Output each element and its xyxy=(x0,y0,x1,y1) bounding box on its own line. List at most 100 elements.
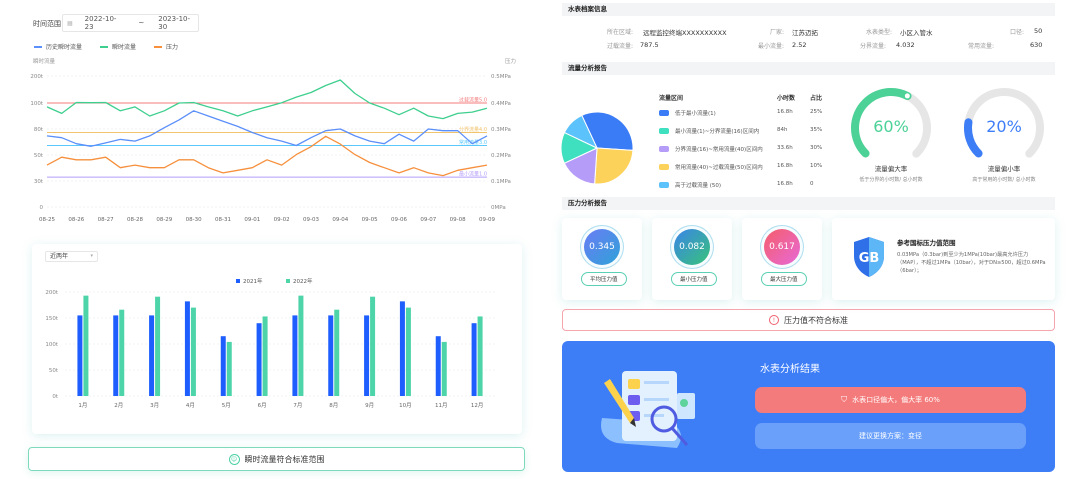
bar-2022年-11月[interactable] xyxy=(441,341,447,396)
y-left-tick: 0 xyxy=(40,205,44,211)
bar-2022年-5月[interactable] xyxy=(226,341,232,396)
bar-2022年-3月[interactable] xyxy=(155,296,161,396)
x-tick: 08-30 xyxy=(186,217,202,223)
flow-ratio: 10% xyxy=(810,163,823,169)
x-tick: 08-28 xyxy=(127,217,143,223)
info-value: 630 xyxy=(1030,41,1043,49)
flow-report-header: 流量分析报告 xyxy=(562,62,1055,75)
legend-label: 瞬时流量 xyxy=(112,44,137,51)
legend-label[interactable]: 2022年 xyxy=(293,277,313,285)
time-range-label: 时间范围 xyxy=(33,20,61,28)
bar-2022年-2月[interactable] xyxy=(119,309,125,396)
bar-2021年-4月[interactable] xyxy=(184,301,190,396)
result-suggestion[interactable]: 建议更换方案：变径 xyxy=(755,423,1026,449)
x-tick: 09-04 xyxy=(332,217,348,223)
pressure-stat-label: 最小压力值 xyxy=(671,272,717,286)
chevron-down-icon: ▾ xyxy=(90,253,93,259)
bar-2022年-9月[interactable] xyxy=(370,296,376,396)
pressure-stat-label: 平均压力值 xyxy=(581,272,627,286)
flow-ratio: 25% xyxy=(810,109,823,115)
result-warning-text: 水表口径偏大，偏大率 60% xyxy=(852,396,940,404)
legend-pressure[interactable]: 压力 xyxy=(154,42,178,51)
x-tick: 6月 xyxy=(258,402,267,409)
start-date[interactable]: 2022-10-23 xyxy=(84,15,117,31)
legend-label[interactable]: 2021年 xyxy=(243,277,263,285)
info-label: 过载流量: xyxy=(607,43,634,50)
gauge-subtitle: 低于分界的小时数/ 总小时数 xyxy=(859,177,923,183)
bar-2022年-7月[interactable] xyxy=(298,295,304,396)
pressure-stat-card: 0.082 最小压力值 xyxy=(652,218,732,300)
info-value: 小区入管水 xyxy=(900,29,933,37)
col-ratio: 占比 xyxy=(810,95,823,102)
flow-ratio: 0 xyxy=(810,181,814,187)
y-right-tick: 0.5MPa xyxy=(491,74,511,80)
threshold-label: 常用流量3.0 xyxy=(459,139,487,146)
y-tick: 100t xyxy=(45,342,58,348)
bar-2021年-2月[interactable] xyxy=(113,315,119,396)
info-label: 最小流量: xyxy=(758,43,785,50)
threshold-label: 分界流量4.0 xyxy=(459,126,487,133)
y-left-tick: 100t xyxy=(30,101,43,107)
bar-2021年-1月[interactable] xyxy=(77,315,83,396)
bar-2021年-9月[interactable] xyxy=(364,315,370,396)
flow-hours: 16.8h xyxy=(777,109,793,115)
flow-pressure-line-chart: 瞬时流量 压力 0 0MPa 30t 0.1MPa 50t 0.2MPa 80t 0.3MPa 10… xyxy=(30,57,516,223)
end-date[interactable]: 2023-10-30 xyxy=(158,15,191,31)
pie-slice[interactable] xyxy=(594,147,634,185)
col-range: 流量区间 xyxy=(659,95,684,102)
flow-range: 常用流量(40)~过载流量(50)区间内 xyxy=(675,165,763,171)
x-tick: 3月 xyxy=(150,402,159,409)
x-tick: 5月 xyxy=(222,402,231,409)
reference-card: GB 参考国标压力值范围 0.03MPa（0.3bar)到至少为1MPa(10b… xyxy=(832,218,1055,300)
legend-history[interactable]: 历史瞬时流量 xyxy=(34,42,82,51)
x-tick: 09-07 xyxy=(420,217,436,223)
bar-2021年-12月[interactable] xyxy=(471,323,477,396)
bar-2021年-5月[interactable] xyxy=(220,336,226,396)
pressure-alert-text: 压力值不符合标准 xyxy=(784,315,848,325)
bar-2022年-10月[interactable] xyxy=(405,307,411,396)
x-tick: 11月 xyxy=(435,402,448,409)
flow-hours: 84h xyxy=(777,127,788,133)
date-separator: ~ xyxy=(138,19,145,27)
bar-2021年-3月[interactable] xyxy=(149,315,155,396)
x-tick: 12月 xyxy=(471,402,484,409)
x-tick: 9月 xyxy=(365,402,374,409)
period-select[interactable]: 近两年 ▾ xyxy=(45,251,98,262)
flow-ratio: 35% xyxy=(810,127,823,133)
pressure-value-orb: 0.617 xyxy=(764,229,800,265)
legend-swatch xyxy=(236,279,240,283)
bar-2022年-1月[interactable] xyxy=(83,295,89,396)
flow-range: 分界流量(16)~常用流量(40)区间内 xyxy=(675,147,763,153)
y-right-tick: 0.3MPa xyxy=(491,127,511,133)
pressure-report-header: 压力分析报告 xyxy=(562,197,1055,210)
bar-2021年-7月[interactable] xyxy=(292,315,298,396)
pie-slice[interactable] xyxy=(563,114,599,150)
bar-2021年-10月[interactable] xyxy=(399,301,405,396)
bar-2022年-12月[interactable] xyxy=(477,316,483,396)
flow-hours: 16.8h xyxy=(777,181,793,187)
date-range-picker[interactable]: ▦ 2022-10-23 ~ 2023-10-30 xyxy=(62,14,199,32)
x-tick: 2月 xyxy=(114,402,123,409)
x-tick: 09-05 xyxy=(362,217,378,223)
y-tick: 50t xyxy=(49,368,59,374)
period-select-value: 近两年 xyxy=(50,253,69,260)
bar-2022年-6月[interactable] xyxy=(262,316,268,396)
reference-title: 参考国标压力值范围 xyxy=(897,239,956,247)
y-tick: 0t xyxy=(52,394,58,400)
x-tick: 1月 xyxy=(78,402,87,409)
y-right-tick: 0.2MPa xyxy=(491,153,511,159)
bar-2022年-8月[interactable] xyxy=(334,309,340,396)
bar-2021年-11月[interactable] xyxy=(435,336,441,396)
y-left-label: 瞬时流量 xyxy=(33,57,56,65)
result-card: 水表分析结果 ⛉ 水表口径偏大，偏大率 60% 建议更换方案：变径 xyxy=(562,341,1055,472)
bar-2021年-8月[interactable] xyxy=(328,315,334,396)
y-right-tick: 0.4MPa xyxy=(491,101,511,107)
y-tick: 150t xyxy=(45,316,58,322)
line-legend: 历史瞬时流量 瞬时流量 压力 xyxy=(34,42,178,51)
info-label: 所在区域: xyxy=(607,29,634,36)
legend-flow[interactable]: 瞬时流量 xyxy=(100,42,136,51)
bar-2021年-6月[interactable] xyxy=(256,323,262,396)
bar-2022年-4月[interactable] xyxy=(190,307,196,396)
pie-slice[interactable] xyxy=(581,111,634,151)
x-tick: 4月 xyxy=(186,402,195,409)
